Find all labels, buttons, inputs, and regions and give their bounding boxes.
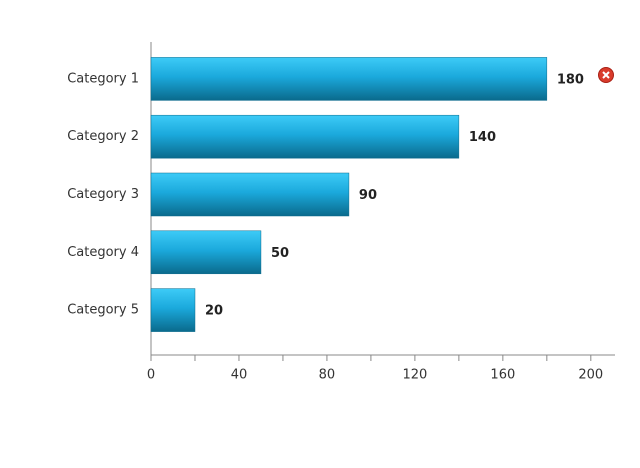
- y-tick-label: Category 4: [67, 245, 139, 260]
- value-label: 180: [557, 72, 584, 87]
- y-tick-label: Category 5: [67, 303, 139, 318]
- x-tick-label: 40: [231, 368, 248, 383]
- y-tick-label: Category 3: [67, 187, 139, 202]
- value-label: 90: [359, 188, 377, 203]
- x-tick-label: 0: [147, 368, 155, 383]
- bar: [150, 172, 350, 217]
- bar: [150, 114, 460, 159]
- x-tick-label: 160: [490, 368, 515, 383]
- bar: [150, 57, 548, 101]
- close-button[interactable]: [598, 67, 614, 83]
- x-tick-label: 120: [402, 368, 427, 383]
- bar: [150, 230, 262, 275]
- y-tick-label: Category 1: [67, 71, 139, 86]
- y-tick-label: Category 2: [67, 129, 139, 144]
- value-label: 20: [205, 304, 223, 319]
- x-tick-label: 80: [319, 368, 336, 383]
- bar: [150, 288, 196, 332]
- value-label: 140: [469, 130, 496, 145]
- x-tick-label: 200: [578, 368, 603, 383]
- value-label: 50: [271, 246, 289, 261]
